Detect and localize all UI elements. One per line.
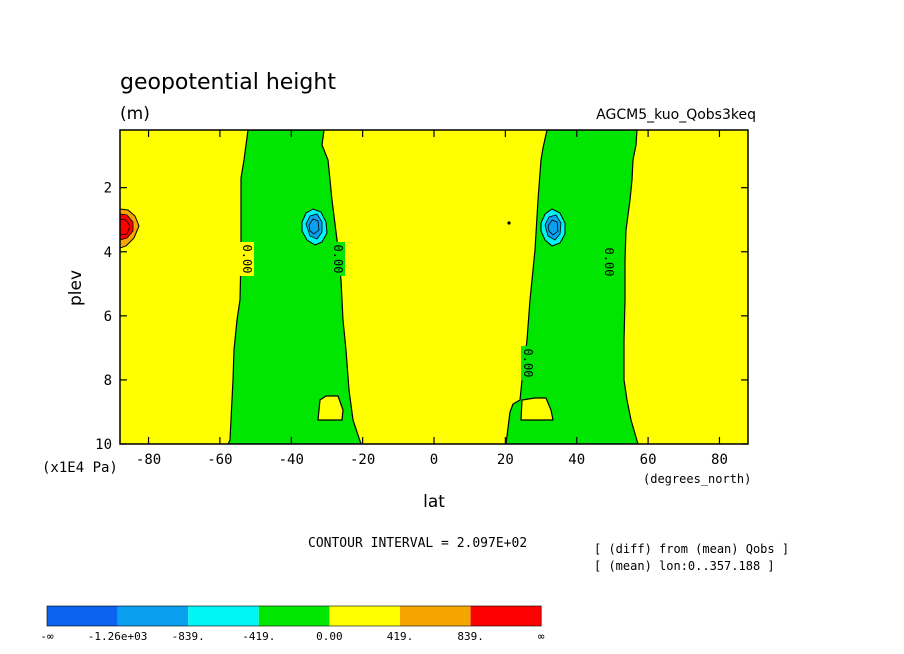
colorbar-label: -419. xyxy=(242,630,275,643)
colorbar-label: 419. xyxy=(387,630,414,643)
colorbar-swatch xyxy=(47,606,118,626)
colorbar-swatch xyxy=(400,606,471,626)
x-tick-label: 0 xyxy=(430,452,438,468)
colorbar-swatch xyxy=(117,606,189,626)
note-mean: [ (mean) lon:0..357.188 ] xyxy=(594,559,775,573)
colorbar-label: -839. xyxy=(172,630,205,643)
y-tick-label: 4 xyxy=(104,245,112,261)
x-tick-label: 40 xyxy=(568,452,585,468)
colorbar-swatch xyxy=(329,606,400,626)
x-tick-label: -80 xyxy=(136,452,161,468)
experiment-label: AGCM5_kuo_Qobs3keq xyxy=(596,107,756,123)
chart-title: geopotential height xyxy=(120,70,336,95)
colorbar-frame xyxy=(46,605,542,627)
note-diff: [ (diff) from (mean) Qobs ] xyxy=(594,542,789,556)
polar-maximum-isoline xyxy=(120,218,131,236)
x-tick-label: 60 xyxy=(640,452,657,468)
contour-label: 0.00 xyxy=(521,349,535,378)
x-tick-label: -60 xyxy=(207,452,232,468)
x-axis-label: lat xyxy=(423,492,445,512)
x-tick-label: -40 xyxy=(279,452,304,468)
polar-maximum-core xyxy=(120,213,134,241)
northern-minimum-inner xyxy=(544,214,562,241)
y-axis-label: plev xyxy=(66,270,86,306)
northern-band-hole xyxy=(520,397,554,421)
southern-negative-band xyxy=(227,130,362,444)
y-tick-label: 8 xyxy=(104,373,112,389)
x-tick-label: 20 xyxy=(497,452,514,468)
y-units: (x1E4 Pa) xyxy=(42,460,118,476)
contour-label: 0.00 xyxy=(331,245,345,274)
colorbar-label: ∞ xyxy=(538,630,545,643)
x-units: (degrees_north) xyxy=(643,472,751,486)
x-tick-label: 80 xyxy=(711,452,728,468)
colorbar-swatch xyxy=(258,606,330,626)
colorbar-label: -∞ xyxy=(40,630,54,643)
northern-negative-band xyxy=(505,130,639,444)
small-contour-dot xyxy=(507,221,511,225)
positive-background-region xyxy=(120,130,748,444)
colorbar: -∞ -1.26e+03 -839. -419. 0.00 419. 839. ∞ xyxy=(40,605,545,643)
southern-minimum-core xyxy=(308,218,320,235)
contour-label: 0.00 xyxy=(240,245,254,274)
y-tick-label: 10 xyxy=(95,437,112,453)
colorbar-label: -1.26e+03 xyxy=(88,630,148,643)
colorbar-swatch xyxy=(470,606,542,626)
y-axis: 2 4 6 8 10 xyxy=(95,181,748,453)
y-tick-label: 6 xyxy=(104,309,112,325)
chart-units: (m) xyxy=(120,104,150,124)
contour-interval: CONTOUR INTERVAL = 2.097E+02 xyxy=(308,536,527,551)
colorbar-label: 839. xyxy=(457,630,484,643)
x-tick-label: -20 xyxy=(350,452,375,468)
plot-area xyxy=(120,130,748,444)
colorbar-swatch xyxy=(188,606,259,626)
southern-minimum-inner xyxy=(305,213,323,240)
y-tick-label: 2 xyxy=(104,181,112,197)
x-axis: -80 -60 -40 -20 0 20 40 60 80 xyxy=(136,130,728,468)
contour-label: 0.00 xyxy=(602,248,616,277)
southern-band-hole xyxy=(317,395,344,421)
contour-labels: 0.00 0.00 0.00 0.00 xyxy=(240,242,616,380)
colorbar-label: 0.00 xyxy=(316,630,343,643)
northern-minimum-core xyxy=(547,219,559,236)
